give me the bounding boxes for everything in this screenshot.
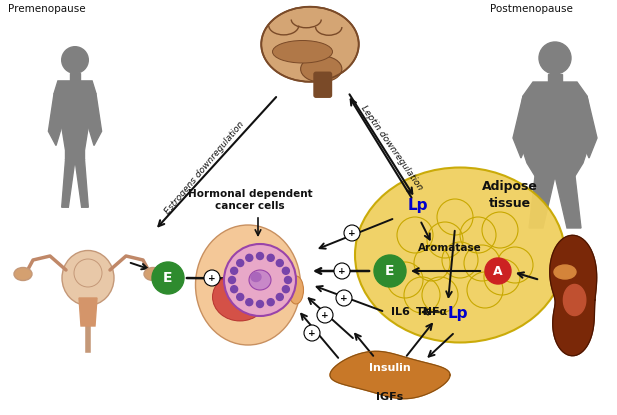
Text: +: + (321, 310, 329, 320)
Circle shape (62, 47, 88, 73)
Circle shape (283, 286, 289, 293)
Circle shape (257, 252, 263, 259)
Text: IL6: IL6 (391, 307, 410, 317)
Ellipse shape (289, 276, 304, 304)
Text: +: + (340, 293, 348, 303)
Text: Adipose
tissue: Adipose tissue (482, 180, 538, 210)
Ellipse shape (300, 56, 342, 82)
Text: Premenopause: Premenopause (8, 4, 86, 14)
Ellipse shape (212, 273, 268, 321)
Circle shape (344, 225, 360, 241)
Polygon shape (563, 284, 586, 315)
Polygon shape (330, 351, 450, 399)
Polygon shape (548, 74, 562, 82)
Circle shape (237, 293, 244, 300)
Ellipse shape (554, 265, 576, 279)
Polygon shape (555, 176, 581, 228)
Circle shape (152, 262, 184, 294)
Circle shape (228, 276, 236, 283)
Text: +: + (308, 329, 316, 337)
Polygon shape (513, 96, 531, 158)
Circle shape (334, 263, 350, 279)
Circle shape (485, 258, 511, 284)
Text: E: E (164, 271, 173, 285)
Circle shape (231, 267, 238, 274)
Text: Lp: Lp (448, 306, 468, 321)
FancyBboxPatch shape (314, 72, 331, 97)
Text: +: + (338, 266, 346, 276)
Text: +: + (208, 273, 216, 283)
Ellipse shape (196, 225, 300, 345)
Ellipse shape (144, 268, 162, 281)
Text: Hormonal dependent
cancer cells: Hormonal dependent cancer cells (188, 189, 312, 211)
Text: IGFs: IGFs (376, 392, 404, 402)
Ellipse shape (251, 273, 261, 281)
Circle shape (267, 254, 274, 261)
Circle shape (276, 259, 283, 266)
Circle shape (283, 267, 289, 274)
Polygon shape (75, 160, 88, 207)
Text: TNFα: TNFα (416, 307, 448, 317)
Ellipse shape (238, 259, 278, 295)
Circle shape (267, 299, 274, 306)
Polygon shape (88, 93, 102, 146)
Ellipse shape (261, 7, 358, 82)
Circle shape (246, 254, 253, 261)
Circle shape (246, 299, 253, 306)
Ellipse shape (14, 268, 32, 281)
Ellipse shape (249, 270, 271, 290)
Circle shape (204, 270, 220, 286)
Text: Aromatase: Aromatase (418, 243, 482, 253)
Circle shape (284, 276, 291, 283)
Circle shape (276, 293, 283, 300)
Circle shape (231, 286, 238, 293)
Text: Estrogens downregulation: Estrogens downregulation (164, 120, 246, 216)
Polygon shape (54, 81, 96, 160)
Polygon shape (70, 73, 80, 81)
Circle shape (317, 307, 333, 323)
Ellipse shape (273, 41, 333, 63)
Text: E: E (385, 264, 395, 278)
Text: +: + (348, 229, 356, 237)
Polygon shape (529, 176, 555, 228)
Text: Leptin downregulation: Leptin downregulation (359, 104, 424, 192)
Ellipse shape (62, 251, 114, 305)
Ellipse shape (355, 168, 565, 342)
Polygon shape (62, 160, 75, 207)
Circle shape (374, 255, 406, 287)
Polygon shape (517, 82, 593, 176)
Circle shape (336, 290, 352, 306)
Polygon shape (79, 298, 97, 326)
Text: A: A (493, 264, 503, 278)
Polygon shape (579, 96, 597, 158)
Circle shape (237, 259, 244, 266)
Text: Insulin: Insulin (369, 363, 411, 373)
Polygon shape (550, 235, 597, 356)
Circle shape (539, 42, 571, 74)
Circle shape (257, 300, 263, 308)
Text: Postmenopause: Postmenopause (490, 4, 573, 14)
Text: Lp: Lp (408, 198, 428, 213)
Polygon shape (48, 93, 62, 146)
Circle shape (304, 325, 320, 341)
Circle shape (224, 244, 296, 316)
